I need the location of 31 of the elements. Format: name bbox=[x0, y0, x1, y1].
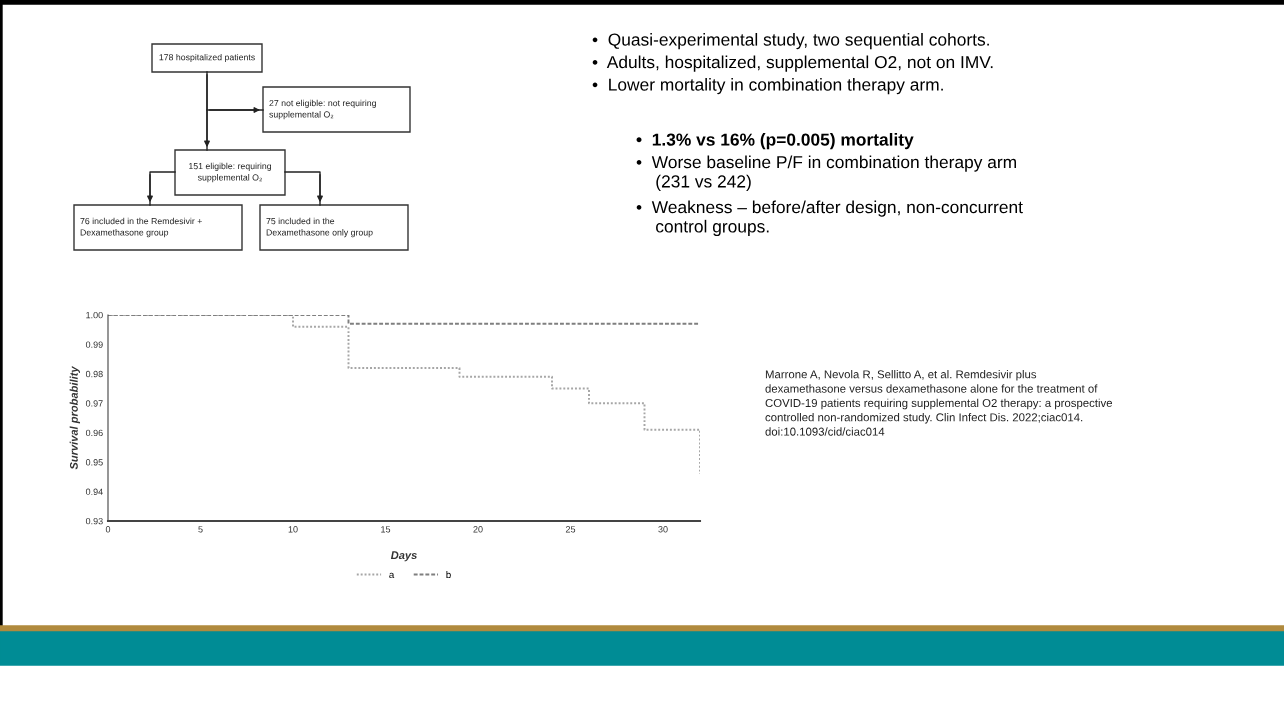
x-tick-label: 15 bbox=[381, 526, 391, 533]
text: 27 not eligible: not requiring supplemental O₂ bbox=[269, 99, 376, 120]
x-tick-label: 20 bbox=[473, 526, 483, 533]
text: • 1.3% vs 16% (p=0.005) mortality bbox=[636, 133, 914, 150]
y-tick-label: 0.94 bbox=[85, 488, 103, 495]
x-tick-label: 5 bbox=[198, 526, 203, 533]
text: • Weakness – before/after design, non-concurrent control groups. bbox=[636, 200, 1023, 237]
text: • Worse baseline P/F in combination therapy arm (231 vs 242) bbox=[636, 155, 1016, 191]
text: 76 included in the Remdesivir + Dexamethasone group bbox=[80, 217, 202, 238]
text: 151 eligible: requiring supplemental O₂ bbox=[189, 162, 272, 183]
x-tick-label: 10 bbox=[288, 526, 298, 533]
y-tick-label: 0.99 bbox=[85, 341, 103, 348]
y-tick-label: 0.96 bbox=[85, 429, 103, 437]
y-axis-title: Survival probability bbox=[69, 365, 81, 470]
x-tick-label: 25 bbox=[565, 526, 576, 533]
y-tick-label: 0.95 bbox=[85, 459, 103, 466]
text: Marrone A, Nevola R, Sellitto A, et al. Remdesivir plus dexamethasone versus dexamethasone alone for the treatment of COVID-19 patients requiring supplemental O2 therapy: a prospective controlled non-randomized study. Clin Infect Dis. 2022;ciac014. doi:10.1093/cid/ciac014 bbox=[765, 370, 1113, 436]
text: 75 included in the Dexamethasone only group bbox=[266, 217, 373, 238]
y-tick-label: 1.00 bbox=[86, 311, 103, 319]
y-tick-label: 0.93 bbox=[85, 517, 103, 525]
x-axis-title: Days bbox=[390, 551, 417, 562]
x-tick-label: 0 bbox=[105, 526, 111, 533]
legend-label: b bbox=[446, 570, 451, 579]
text: • Quasi-experimental study, two sequential cohorts. bbox=[592, 33, 989, 50]
y-tick-label: 0.98 bbox=[85, 370, 103, 378]
y-tick-label: 0.97 bbox=[85, 400, 103, 407]
text: • Lower mortality in combination therapy arm. bbox=[592, 78, 943, 95]
legend-label: a bbox=[389, 572, 395, 579]
x-tick-label: 30 bbox=[658, 526, 668, 533]
text: 178 hospitalized patients bbox=[159, 53, 255, 63]
text: • Adults, hospitalized, supplemental O2, not on IMV. bbox=[592, 55, 993, 72]
